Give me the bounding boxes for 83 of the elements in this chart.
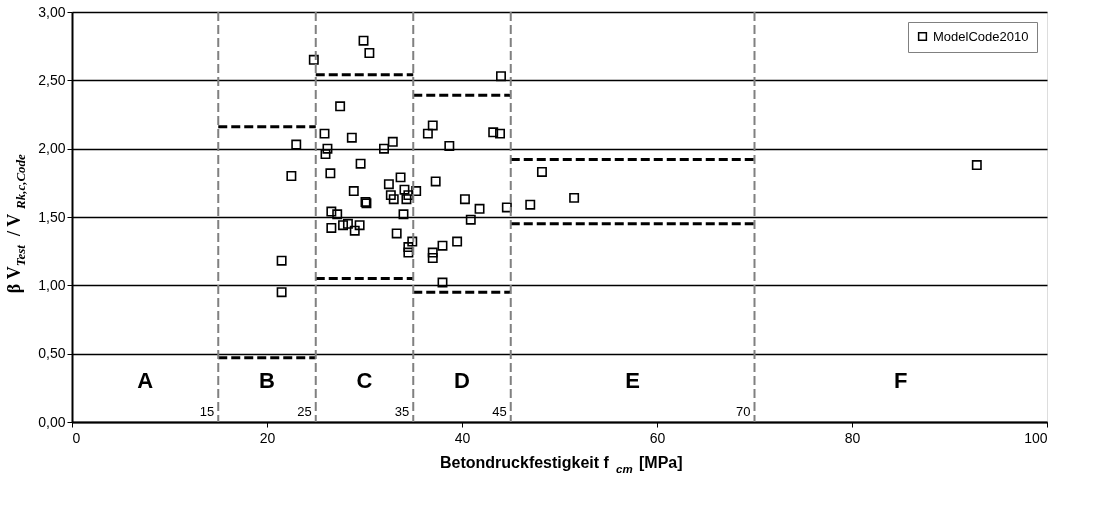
point [355,158,366,169]
point [387,136,398,147]
point [444,140,455,151]
point [474,203,485,214]
point [276,287,287,298]
x-tick-label: 0 [72,429,81,446]
point [391,228,402,239]
point [332,209,343,220]
ref-line-label: 70 [736,404,751,419]
point [348,186,359,197]
y-tick-label: 1,00 [38,276,66,293]
point [459,194,470,205]
point [349,225,360,236]
legend-label: ModelCode2010 [933,28,1029,44]
annotation: A [137,368,154,393]
point [276,255,287,266]
point [320,149,331,160]
point [379,143,389,154]
point [437,277,448,288]
point [322,143,333,154]
point [427,253,438,263]
point [971,160,982,171]
point [385,190,396,201]
annotation: D [454,368,470,393]
ref-line-label: 35 [394,404,410,419]
point [326,206,337,217]
point [427,247,438,258]
annotation: B [259,368,275,393]
point [569,192,580,203]
point [430,176,441,187]
y-tick-label: 0,50 [38,345,66,362]
ref-line-label: 15 [199,404,215,419]
ref-line-label: 45 [492,404,507,419]
point [488,127,499,138]
x-tick-label: 80 [844,429,861,446]
point [427,120,438,131]
point [383,179,394,190]
point [403,242,414,253]
point [326,222,337,233]
point [308,54,319,65]
x-tick-label: 20 [259,429,276,446]
y-tick-label: 0,00 [38,413,66,430]
point [358,35,369,46]
y-axis-title: β VTest/ VRk,c,Code [4,153,29,294]
x-tick-label: 40 [454,429,471,446]
point [395,172,406,183]
point [403,247,414,258]
point [403,190,414,201]
point [496,71,506,82]
y-tick-label: 3,00 [38,3,66,20]
point [452,236,463,247]
point [525,199,536,210]
y-tick-label: 1,50 [38,208,66,225]
annotation: E [625,368,640,393]
point [495,128,506,139]
annotation: C [356,368,373,393]
point [286,171,297,181]
point [411,186,422,197]
point [399,184,410,195]
point [354,220,365,231]
point [342,218,353,229]
point [364,48,375,58]
point [291,139,302,150]
point [388,194,399,205]
point [401,194,412,205]
point [422,128,433,139]
point [325,168,336,179]
x-tick-label: 100 [1024,429,1048,446]
point [346,132,357,143]
point [501,202,512,213]
point [536,166,547,177]
point [437,240,448,251]
annotation: F [894,368,908,393]
point [465,214,476,225]
point [398,209,409,220]
point [407,236,418,247]
y-tick-label: 2,50 [38,71,66,88]
point [335,101,346,112]
x-tick-label: 60 [649,429,666,446]
ref-line-label: 25 [297,404,312,419]
point [319,128,330,139]
y-tick-label: 2,00 [38,140,66,157]
point [338,220,349,231]
